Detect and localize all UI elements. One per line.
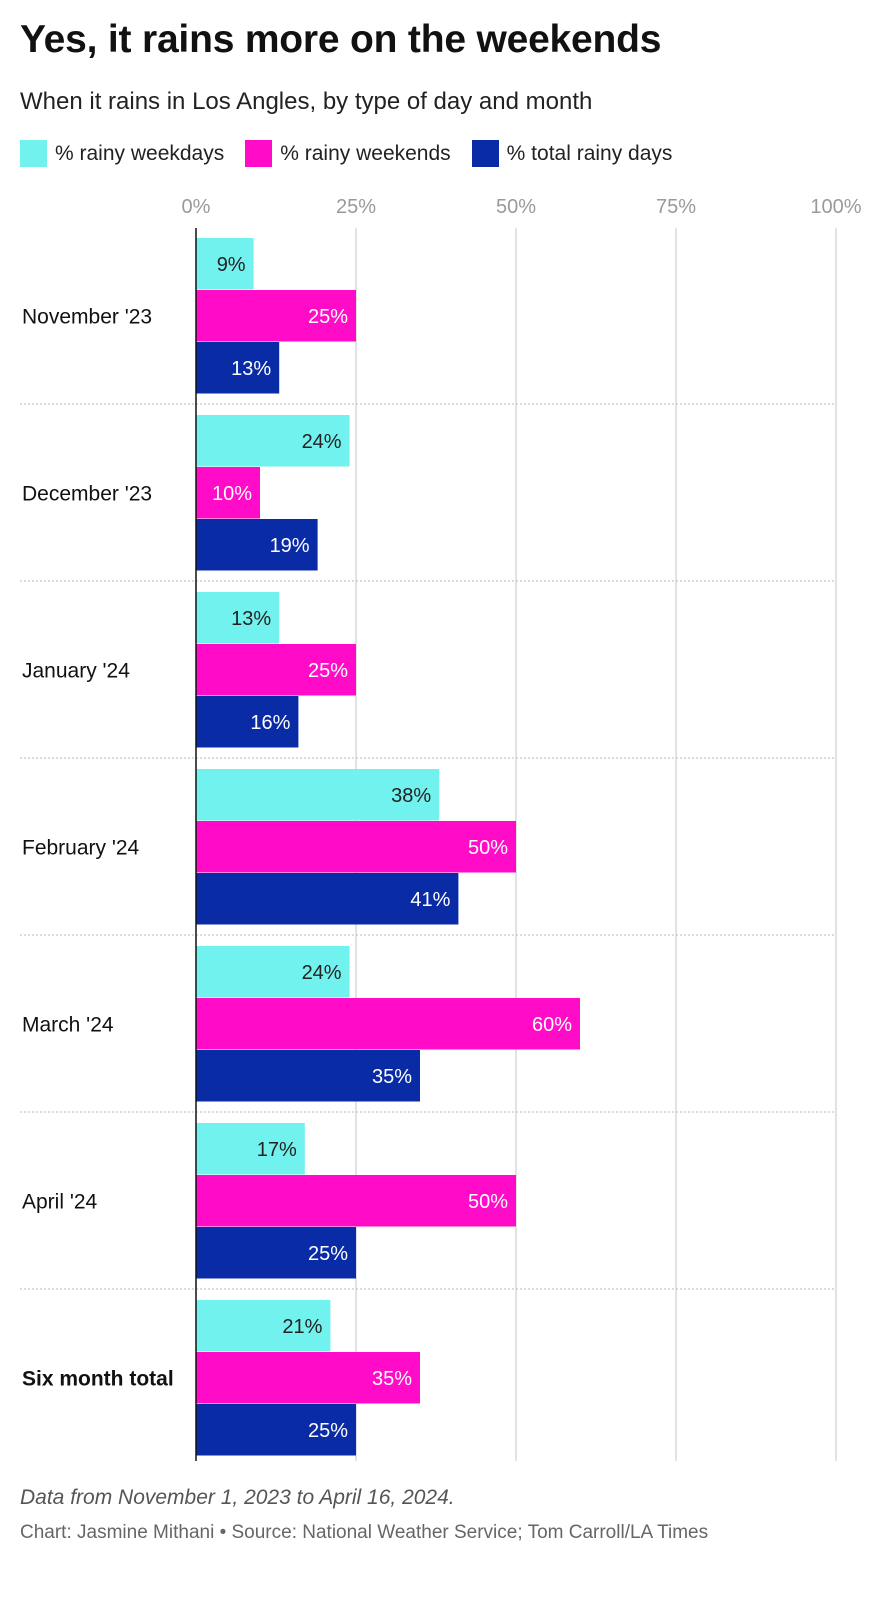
bar-weekdays (196, 415, 350, 467)
bar-total (196, 873, 459, 925)
bar-weekdays (196, 1300, 331, 1352)
bar-value-label: 38% (391, 785, 431, 807)
bar-value-label: 50% (468, 837, 508, 859)
category-label: April '24 (22, 1190, 98, 1213)
bar-weekdays (196, 1123, 305, 1175)
legend-label-total: % total rainy days (506, 141, 673, 165)
bar-value-label: 25% (308, 660, 348, 682)
bar-value-label: 25% (308, 306, 348, 328)
bar-weekdays (196, 592, 280, 644)
legend-item-total: % total rainy days (471, 140, 673, 167)
bar-value-label: 10% (212, 483, 252, 505)
x-tick-label: 75% (656, 196, 696, 218)
x-tick-label: 0% (182, 196, 211, 218)
category-label: November '23 (22, 305, 152, 328)
bar-weekdays (196, 238, 254, 290)
bar-value-label: 41% (410, 889, 450, 911)
legend-item-weekends: % rainy weekends (245, 140, 451, 167)
bar-value-label: 25% (308, 1243, 348, 1265)
category-label: December '23 (22, 482, 152, 505)
legend-label-weekends: % rainy weekends (280, 141, 451, 165)
bar-value-label: 35% (372, 1368, 412, 1390)
bar-value-label: 25% (308, 1420, 348, 1442)
bar-weekdays (196, 946, 350, 998)
bar-value-label: 16% (250, 712, 290, 734)
category-label: March '24 (22, 1013, 114, 1036)
x-tick-label: 100% (810, 196, 861, 218)
legend-item-weekdays: % rainy weekdays (20, 140, 224, 167)
category-label: Six month total (22, 1367, 174, 1390)
bar-total (196, 696, 299, 748)
bar-total (196, 1227, 356, 1279)
bar-weekends (196, 467, 260, 519)
chart-title: Yes, it rains more on the weekends (20, 18, 662, 61)
bar-weekends (196, 998, 580, 1050)
legend-label-weekdays: % rainy weekdays (55, 141, 225, 165)
footnote: Data from November 1, 2023 to April 16, … (20, 1486, 455, 1509)
bar-total (196, 519, 318, 571)
bar-weekends (196, 821, 516, 873)
bar-total (196, 342, 280, 394)
bar-weekends (196, 644, 356, 696)
bar-weekdays (196, 769, 440, 821)
chart-subtitle: When it rains in Los Angles, by type of … (20, 88, 593, 115)
legend-swatch-weekends (245, 140, 273, 167)
x-tick-label: 50% (496, 196, 536, 218)
source-credit: Chart: Jasmine Mithani • Source: Nationa… (20, 1522, 709, 1543)
bar-weekends (196, 1352, 420, 1404)
bar-value-label: 9% (217, 254, 246, 276)
bar-weekends (196, 1175, 516, 1227)
x-tick-label: 25% (336, 196, 376, 218)
category-label: January '24 (22, 659, 130, 682)
bar-chart: 0% 25% 50% 75% 100% 9% 25% 13% November '23 24% 10… (20, 196, 862, 1461)
bar-value-label: 19% (270, 535, 310, 557)
bar-value-label: 13% (231, 608, 271, 630)
bar-value-label: 24% (302, 962, 342, 984)
legend: % rainy weekdays % rainy weekends % tota… (20, 140, 693, 167)
bar-value-label: 13% (231, 358, 271, 380)
bar-value-label: 35% (372, 1066, 412, 1088)
bar-total (196, 1404, 356, 1456)
legend-swatch-total (471, 140, 499, 167)
bar-total (196, 1050, 420, 1102)
category-label: February '24 (22, 836, 140, 859)
bar-value-label: 24% (302, 431, 342, 453)
bar-value-label: 17% (257, 1139, 297, 1161)
bar-value-label: 50% (468, 1191, 508, 1213)
bar-value-label: 21% (282, 1316, 322, 1338)
bar-value-label: 60% (532, 1014, 572, 1036)
bar-weekends (196, 290, 356, 342)
legend-swatch-weekdays (20, 140, 47, 167)
